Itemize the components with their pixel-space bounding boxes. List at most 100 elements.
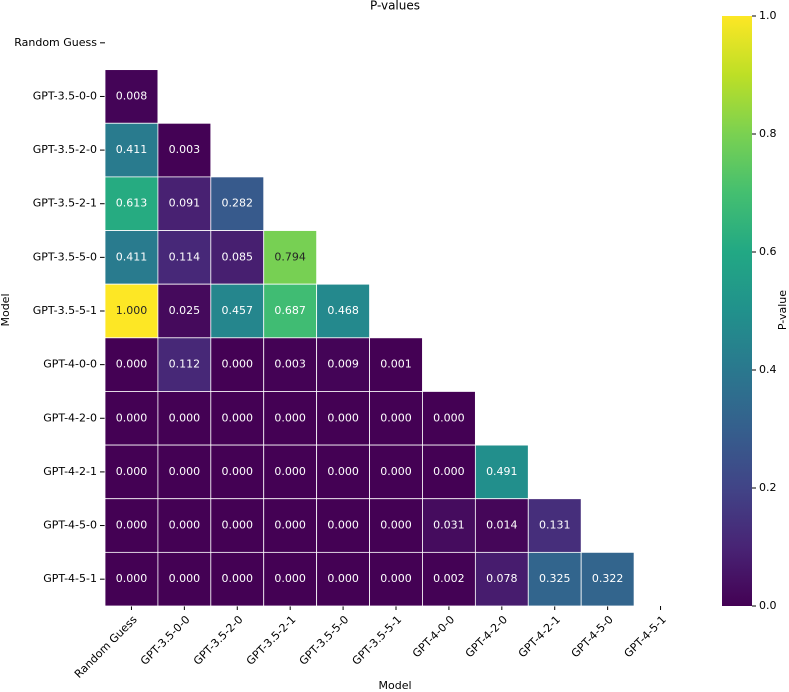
cell-label: 0.000	[116, 411, 148, 424]
chart-title: P-values	[370, 0, 420, 13]
cell-label: 0.131	[539, 519, 571, 532]
heatmap-cell	[157, 391, 212, 446]
heatmap-cell	[263, 551, 318, 607]
cell-label: 0.794	[274, 250, 306, 263]
cell-label: 0.000	[222, 465, 254, 478]
heatmap-cell	[263, 230, 318, 285]
cell-label: 0.000	[327, 411, 359, 424]
y-tick-label: GPT-3.5-5-0	[33, 250, 97, 263]
cell-label: 0.322	[592, 572, 624, 585]
heatmap-cell	[369, 337, 423, 392]
colorbar-tick-label: 0.2	[759, 481, 777, 494]
heatmap-cell	[157, 551, 212, 607]
heatmap-cell	[580, 551, 635, 607]
cell-label: 0.112	[169, 358, 201, 371]
y-tick-label: GPT-4-2-1	[43, 465, 97, 478]
x-tick-label: GPT-4-5-0	[569, 613, 616, 660]
cell-label: 0.000	[222, 572, 254, 585]
x-axis-label: Model	[378, 679, 411, 692]
cell-label: 0.003	[169, 143, 201, 156]
cell-label: 0.000	[327, 465, 359, 478]
cell-label: 0.000	[380, 465, 412, 478]
x-tick-label: GPT-4-2-1	[516, 613, 563, 660]
heatmap-cell	[157, 122, 212, 178]
cell-label: 0.000	[169, 465, 201, 478]
heatmap-cell	[104, 230, 159, 285]
heatmap-cell	[316, 551, 370, 607]
heatmap-cell	[210, 551, 265, 607]
cell-label: 0.000	[222, 519, 254, 532]
y-tick-label: GPT-4-0-0	[43, 358, 97, 371]
cell-label: 0.091	[169, 197, 201, 210]
heatmap-cell	[422, 551, 476, 607]
cell-label: 0.000	[380, 519, 412, 532]
colorbar-tick-label: 0.6	[759, 245, 777, 258]
colorbar-tick-label: 1.0	[759, 9, 777, 22]
x-tick-label: GPT-4-5-1	[622, 613, 669, 660]
heatmap-cell	[210, 283, 265, 339]
cell-label: 0.000	[222, 358, 254, 371]
cell-label: 0.282	[222, 197, 254, 210]
x-tick-label: GPT-3.5-0-0	[138, 613, 193, 668]
cell-label: 0.078	[486, 572, 518, 585]
cell-label: 0.457	[222, 304, 254, 317]
x-tick-label: GPT-3.5-2-1	[244, 613, 299, 668]
heatmap-cell	[104, 444, 159, 500]
heatmap-cell	[527, 551, 582, 607]
colorbar-tick-label: 0.0	[759, 599, 777, 612]
cell-label: 0.000	[327, 519, 359, 532]
cell-label: 0.009	[327, 358, 359, 371]
cell-label: 0.008	[116, 89, 148, 102]
x-tick-label: GPT-4-2-0	[463, 613, 510, 660]
colorbar-tick-label: 0.8	[759, 127, 777, 140]
y-tick-label: GPT-3.5-2-1	[33, 197, 97, 210]
heatmap-cell	[474, 551, 529, 607]
cell-label: 0.000	[274, 572, 306, 585]
cell-label: 0.000	[433, 411, 465, 424]
heatmap-cell	[369, 498, 423, 553]
cell-label: 0.491	[486, 465, 518, 478]
heatmap-cell	[157, 283, 212, 339]
x-tick-label: Random Guess	[72, 613, 140, 681]
heatmap-cell	[104, 176, 159, 231]
heatmap-cell	[422, 498, 476, 553]
heatmap-cell	[263, 391, 318, 446]
heatmap-cell	[210, 444, 265, 500]
cell-label: 0.000	[169, 572, 201, 585]
cell-label: 0.411	[116, 143, 148, 156]
heatmap-cell	[104, 283, 159, 339]
cell-label: 0.000	[380, 572, 412, 585]
heatmap-cell	[263, 337, 318, 392]
y-tick-label: GPT-3.5-5-1	[33, 304, 97, 317]
heatmap-cell	[422, 444, 476, 500]
cell-label: 0.687	[274, 304, 306, 317]
cell-label: 0.000	[380, 411, 412, 424]
cell-label: 0.000	[327, 572, 359, 585]
x-tick-label: GPT-4-0-0	[410, 613, 457, 660]
heatmap-cell	[157, 230, 212, 285]
heatmap-cell	[210, 176, 265, 231]
heatmap-cell	[316, 444, 370, 500]
heatmap-cell	[316, 337, 370, 392]
cell-label: 0.003	[274, 358, 306, 371]
colorbar	[722, 16, 752, 606]
heatmap-cell	[104, 337, 159, 392]
cell-label: 0.000	[116, 465, 148, 478]
colorbar-label: P-value	[776, 290, 789, 330]
cell-label: 0.000	[169, 519, 201, 532]
colorbar-tick-label: 0.4	[759, 363, 777, 376]
cell-label: 0.002	[433, 572, 465, 585]
heatmap-cell	[157, 176, 212, 231]
y-tick-label: GPT-4-5-0	[43, 519, 97, 532]
heatmap-cell	[157, 444, 212, 500]
x-tick-label: GPT-3.5-5-0	[297, 613, 352, 668]
cell-label: 0.000	[169, 411, 201, 424]
cell-label: 0.325	[539, 572, 571, 585]
cell-label: 0.411	[116, 250, 148, 263]
y-tick-label: GPT-3.5-2-0	[33, 143, 97, 156]
cell-label: 0.114	[169, 250, 201, 263]
cell-label: 0.000	[274, 411, 306, 424]
cell-label: 0.085	[222, 250, 254, 263]
cell-label: 0.000	[274, 465, 306, 478]
y-tick-label: GPT-3.5-0-0	[33, 89, 97, 102]
